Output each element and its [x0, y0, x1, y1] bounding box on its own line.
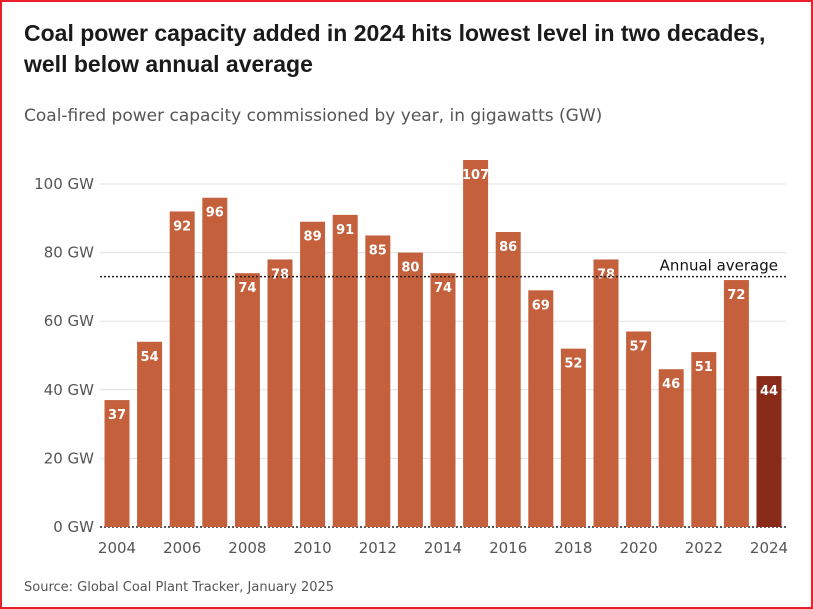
bar-2014: [430, 273, 456, 527]
data-label: 46: [662, 377, 680, 392]
data-label: 107: [462, 168, 489, 183]
y-tick-label: 40 GW: [44, 381, 94, 399]
bar-2004: [104, 400, 130, 527]
data-label: 78: [597, 267, 615, 282]
bar-2015: [463, 159, 489, 528]
bar-2006: [169, 211, 195, 527]
chart-title: Coal power capacity added in 2024 hits l…: [24, 20, 766, 77]
bar-2012: [365, 235, 391, 527]
average-annotation: Annual average: [660, 257, 778, 275]
data-label: 89: [304, 230, 322, 245]
bar-2024: [756, 376, 782, 527]
bar-2022: [691, 352, 717, 527]
data-label: 52: [564, 357, 582, 372]
data-label: 57: [630, 339, 648, 354]
data-label: 51: [695, 360, 713, 375]
bar-2017: [528, 290, 554, 527]
x-tick-label: 2022: [685, 539, 723, 557]
data-label: 92: [173, 219, 191, 234]
x-tick-label: 2012: [359, 539, 397, 557]
data-label: 69: [532, 298, 550, 313]
data-label: 80: [401, 261, 419, 276]
data-label: 85: [369, 243, 387, 258]
bar-2019: [593, 259, 619, 527]
bar-2011: [332, 214, 358, 527]
bar-2010: [300, 221, 326, 528]
data-label: 91: [336, 223, 354, 238]
x-tick-label: 2014: [424, 539, 462, 557]
x-tick-label: 2008: [228, 539, 266, 557]
bar-2005: [137, 341, 163, 527]
source-note: Source: Global Coal Plant Tracker, Janua…: [24, 580, 335, 595]
x-tick-label: 2018: [554, 539, 592, 557]
x-tick-label: 2010: [294, 539, 332, 557]
data-label: 74: [434, 281, 452, 296]
data-label: 54: [141, 350, 159, 365]
data-label: 72: [727, 288, 745, 303]
y-tick-label: 20 GW: [44, 449, 94, 467]
chart-subtitle: Coal-fired power capacity commissioned b…: [24, 106, 603, 126]
bar-2007: [202, 197, 228, 527]
data-label: 78: [271, 267, 289, 282]
y-tick-label: 60 GW: [44, 312, 94, 330]
bar-2016: [495, 232, 521, 527]
y-tick-label: 80 GW: [44, 244, 94, 262]
bar-2023: [723, 280, 749, 527]
data-label: 74: [238, 281, 256, 296]
data-label: 37: [108, 408, 126, 423]
x-tick-label: 2024: [750, 539, 788, 557]
bar-2020: [626, 331, 652, 527]
bar-2018: [560, 348, 586, 527]
y-tick-label: 0 GW: [53, 518, 94, 536]
bar-2008: [234, 273, 260, 527]
bar-2021: [658, 369, 684, 527]
x-tick-label: 2006: [163, 539, 201, 557]
y-tick-label: 100 GW: [34, 175, 94, 193]
x-tick-label: 2020: [620, 539, 658, 557]
bar-2009: [267, 259, 293, 527]
data-label: 86: [499, 240, 517, 255]
x-tick-label: 2016: [489, 539, 527, 557]
data-label: 96: [206, 206, 224, 221]
bar-2013: [397, 252, 423, 527]
x-tick-label: 2004: [98, 539, 136, 557]
data-label: 44: [760, 384, 778, 399]
